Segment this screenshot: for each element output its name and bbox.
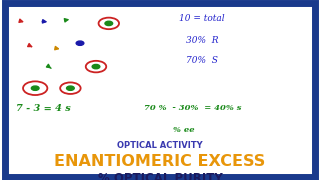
Text: % ee: % ee <box>173 126 195 134</box>
Text: % OPTICAL PURITY: % OPTICAL PURITY <box>98 172 222 180</box>
Circle shape <box>31 86 39 90</box>
Text: 7 - 3 = 4 s: 7 - 3 = 4 s <box>16 104 71 113</box>
Text: ENANTIOMERIC EXCESS: ENANTIOMERIC EXCESS <box>54 154 266 169</box>
Text: 10 = total: 10 = total <box>179 14 225 23</box>
Text: 30%  R: 30% R <box>186 36 218 45</box>
Circle shape <box>105 21 113 26</box>
Text: 70%  S: 70% S <box>186 56 218 65</box>
Circle shape <box>67 86 74 90</box>
Text: 70 %  - 30%  = 40% s: 70 % - 30% = 40% s <box>144 104 242 112</box>
Text: OPTICAL ACTIVITY: OPTICAL ACTIVITY <box>117 141 203 150</box>
Circle shape <box>92 64 100 69</box>
Circle shape <box>76 41 84 45</box>
